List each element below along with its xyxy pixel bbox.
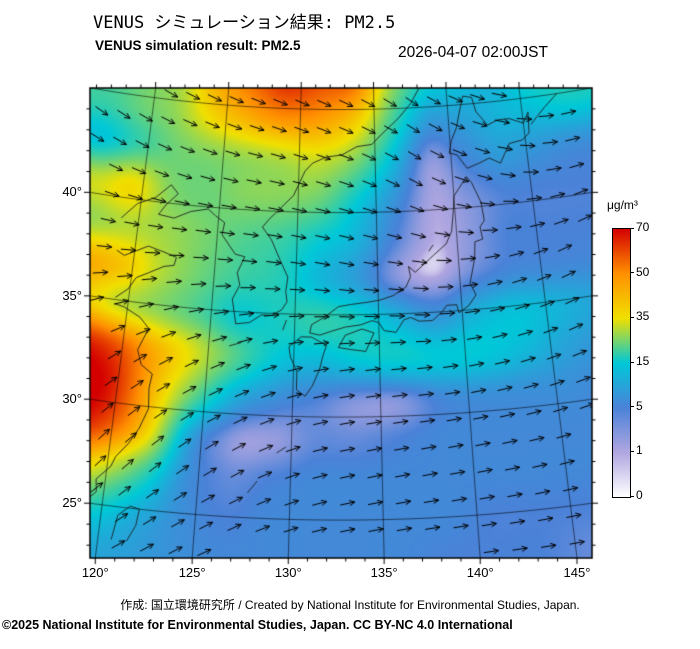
y-axis-tick-label: 40° bbox=[62, 184, 82, 200]
x-axis-tick-label: 120° bbox=[81, 565, 109, 580]
y-axis-tick-label: 35° bbox=[62, 287, 82, 303]
colorbar-tick-label: 35 bbox=[636, 309, 650, 324]
copyright-line: ©2025 National Institute for Environment… bbox=[2, 618, 513, 632]
page-title-english: VENUS simulation result: PM2.5 bbox=[95, 38, 301, 53]
y-axis-tick-label: 30° bbox=[62, 391, 82, 407]
colorbar-tick-label: 1 bbox=[636, 443, 643, 458]
colorbar-tick-mark bbox=[630, 450, 634, 452]
colorbar-unit-label: μg/m³ bbox=[607, 198, 638, 212]
x-axis-tick-label: 145° bbox=[563, 565, 591, 580]
colorbar-tick-mark bbox=[630, 495, 634, 497]
y-axis-tick-label: 25° bbox=[62, 495, 82, 511]
credit-line: 作成: 国立環境研究所 / Created by National Instit… bbox=[120, 598, 580, 612]
colorbar-tick-mark bbox=[630, 316, 634, 318]
colorbar-tick-label: 70 bbox=[636, 220, 650, 234]
colorbar-tick-label: 5 bbox=[636, 398, 643, 413]
colorbar-tick-label: 0 bbox=[636, 488, 643, 502]
colorbar-tick-label: 15 bbox=[636, 354, 650, 368]
colorbar-tick-mark bbox=[630, 227, 634, 229]
colorbar-tick-mark bbox=[630, 406, 634, 408]
colorbar-tick-mark bbox=[630, 361, 634, 363]
colorbar-tick-label: 50 bbox=[636, 264, 650, 279]
x-axis-tick-label: 135° bbox=[370, 565, 398, 580]
simulation-timestamp: 2026-04-07 02:00JST bbox=[398, 44, 548, 61]
page-title-japanese: VENUS シミュレーション結果: PM2.5 bbox=[93, 13, 396, 33]
x-axis-tick-label: 140° bbox=[466, 565, 494, 580]
colorbar-tick-mark bbox=[630, 272, 634, 274]
x-axis-tick-label: 125° bbox=[178, 565, 206, 580]
x-axis-tick-label: 130° bbox=[274, 565, 302, 580]
colorbar bbox=[612, 228, 631, 498]
